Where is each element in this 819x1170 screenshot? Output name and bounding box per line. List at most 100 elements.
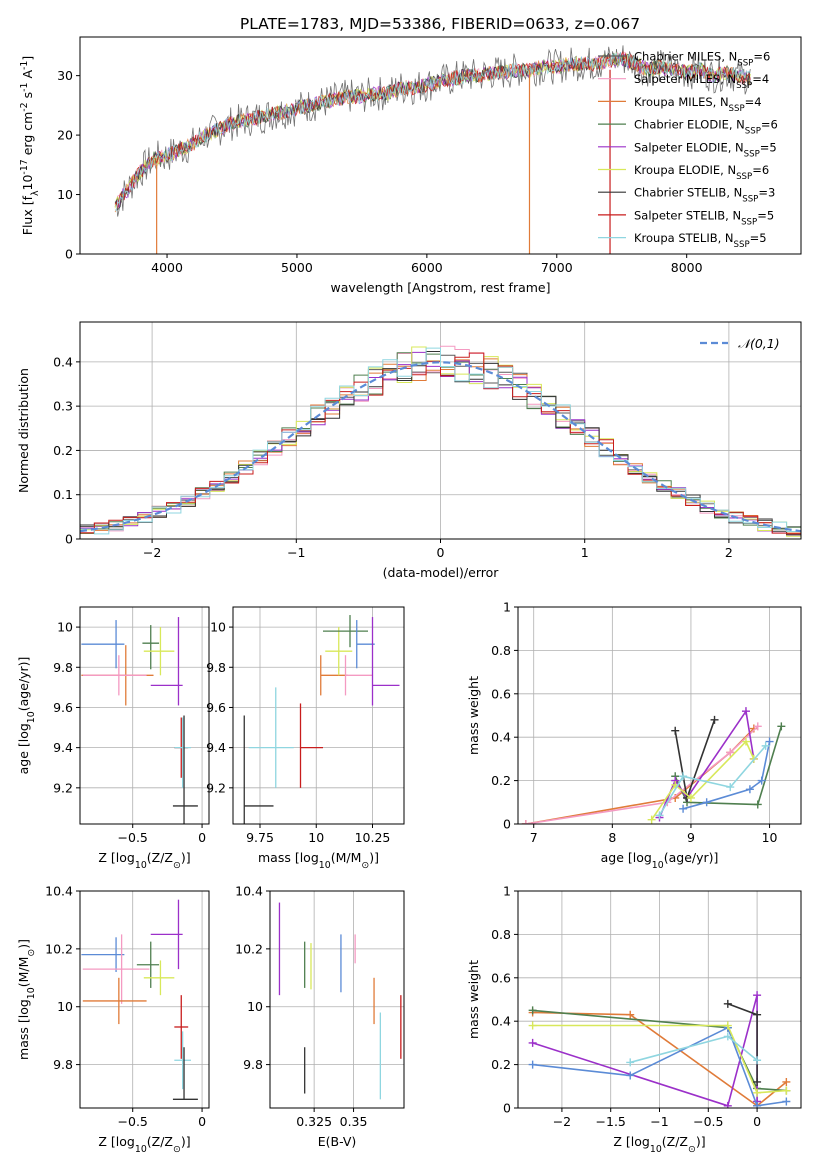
label-run: 10 bbox=[135, 1144, 147, 1155]
axes-frame bbox=[79, 321, 802, 540]
label-run: ⊙ bbox=[173, 860, 181, 871]
weight-marker bbox=[626, 1058, 635, 1067]
label-run: =6 bbox=[753, 50, 770, 64]
y-tick-label: 0.2 bbox=[53, 443, 73, 458]
histogram-step bbox=[80, 347, 801, 535]
y-tick-label: 9.8 bbox=[243, 1057, 263, 1072]
label-run: 𝒩(0,1) bbox=[738, 336, 780, 351]
y-axis-label: Normed distribution bbox=[16, 368, 31, 493]
label-run: age [log bbox=[601, 850, 652, 865]
label-run: (age/yr)] bbox=[16, 657, 31, 712]
axes-frame bbox=[269, 890, 405, 1109]
y-tick-label: 1 bbox=[503, 884, 511, 899]
label-run: )] bbox=[16, 939, 31, 949]
x-axis-label: E(B-V) bbox=[318, 1134, 357, 1149]
x-tick-label: 10 bbox=[308, 830, 324, 845]
weight-marker bbox=[765, 737, 774, 746]
x-tick-label: 0 bbox=[198, 1114, 206, 1129]
label-run: (data-model)/error bbox=[383, 565, 500, 580]
weight-line bbox=[532, 1011, 787, 1107]
mass_weight_vs_Z-panel: −2 −1.5 −1 −0.5 0 0 0.2 0.4 0.6 0.8 1 Z [log10(Z/Z⊙… bbox=[466, 884, 802, 1155]
label-run: ⊙ bbox=[361, 860, 369, 871]
y-tick-label: 10 bbox=[247, 999, 263, 1014]
label-run: )] bbox=[181, 1134, 191, 1149]
y-tick-label: 0.6 bbox=[491, 970, 511, 985]
label-run: Salpeter STELIB, N bbox=[634, 208, 741, 222]
weight-marker bbox=[777, 722, 786, 731]
weight-marker bbox=[710, 715, 719, 724]
x-tick-label: 0.35 bbox=[340, 1114, 368, 1129]
weight-line bbox=[525, 727, 755, 824]
axes-frame bbox=[517, 606, 802, 825]
label-run: (age/yr)] bbox=[664, 850, 719, 865]
y-tick-label: 0.8 bbox=[491, 643, 511, 658]
label-run: λ bbox=[30, 190, 41, 196]
label-run: 10 bbox=[652, 860, 664, 871]
x-tick-label: 7000 bbox=[541, 260, 573, 275]
weight-marker bbox=[753, 1101, 762, 1108]
weight-marker bbox=[723, 1032, 732, 1041]
weight-marker bbox=[782, 1097, 791, 1106]
spectrum-panel: 4000 5000 6000 7000 8000 0 10 20 30 wavelength [A… bbox=[19, 36, 802, 295]
x-axis-label: (data-model)/error bbox=[383, 565, 500, 580]
label-run: ⊙ bbox=[26, 949, 37, 957]
x-tick-label: 8 bbox=[608, 830, 616, 845]
label-run: Kroupa STELIB, N bbox=[634, 231, 734, 245]
label-run: 10 bbox=[319, 860, 331, 871]
weight-marker bbox=[753, 800, 762, 809]
spectrum-line bbox=[114, 51, 751, 212]
label-run: -1 bbox=[19, 61, 30, 70]
x-tick-label: −0.5 bbox=[693, 1114, 723, 1129]
y-tick-label: 9.4 bbox=[206, 740, 226, 755]
y-tick-label: 0.8 bbox=[491, 927, 511, 942]
label-run: mass weight bbox=[466, 676, 481, 755]
weight-marker bbox=[679, 804, 688, 813]
weight-line bbox=[682, 741, 771, 810]
y-tick-label: 0.2 bbox=[491, 773, 511, 788]
weight-marker bbox=[753, 1077, 762, 1086]
x-tick-label: 6000 bbox=[411, 260, 443, 275]
label-run: mass [log bbox=[258, 850, 319, 865]
weight-marker bbox=[741, 707, 750, 716]
y-tick-label: 9.6 bbox=[53, 700, 73, 715]
x-tick-label: 9.75 bbox=[246, 830, 274, 845]
label-run: SSP bbox=[744, 149, 760, 159]
y-tick-label: 9.8 bbox=[206, 660, 226, 675]
weight-line bbox=[658, 745, 767, 816]
x-tick-label: −1.5 bbox=[596, 1114, 626, 1129]
label-run: Kroupa MILES, N bbox=[634, 95, 729, 109]
x-tick-label: 0 bbox=[198, 830, 206, 845]
weight-marker bbox=[782, 1077, 791, 1086]
y-tick-label: 0 bbox=[503, 817, 511, 832]
weight-marker bbox=[723, 1021, 732, 1030]
label-run: (Z/Z bbox=[147, 850, 173, 865]
weight-marker bbox=[626, 1071, 635, 1080]
x-axis-label: age [log10(age/yr)] bbox=[601, 850, 719, 871]
label-run: A bbox=[20, 70, 35, 83]
plot-area bbox=[521, 707, 786, 824]
label-run: )] bbox=[369, 850, 379, 865]
y-tick-label: 20 bbox=[57, 128, 73, 143]
weight-marker bbox=[753, 991, 762, 1000]
weight-marker bbox=[528, 1038, 537, 1047]
x-tick-label: −2 bbox=[143, 545, 161, 560]
y-tick-label: 0.2 bbox=[491, 1057, 511, 1072]
x-axis-label: wavelength [Angstrom, rest frame] bbox=[330, 280, 550, 295]
label-run: SSP bbox=[734, 240, 750, 250]
label-run: age [log bbox=[16, 723, 31, 774]
label-run: (Z/Z bbox=[662, 1134, 688, 1149]
y-tick-label: 10.4 bbox=[235, 884, 263, 899]
x-tick-label: 8000 bbox=[671, 260, 703, 275]
legend-label: Salpeter ELODIE, NSSP=5 bbox=[634, 140, 777, 159]
y-tick-label: 10.2 bbox=[45, 941, 73, 956]
y-tick-label: 0.4 bbox=[53, 354, 73, 369]
weight-marker bbox=[626, 1010, 635, 1019]
weight-marker bbox=[647, 815, 656, 824]
y-axis-label: mass [log10(M/M⊙)] bbox=[16, 939, 37, 1060]
label-run: E(B-V) bbox=[318, 1134, 357, 1149]
label-run: =6 bbox=[752, 163, 769, 177]
label-run: Flux [f bbox=[20, 195, 35, 235]
label-run: (M/M bbox=[331, 850, 362, 865]
label-run: Chabrier STELIB, N bbox=[634, 186, 742, 200]
